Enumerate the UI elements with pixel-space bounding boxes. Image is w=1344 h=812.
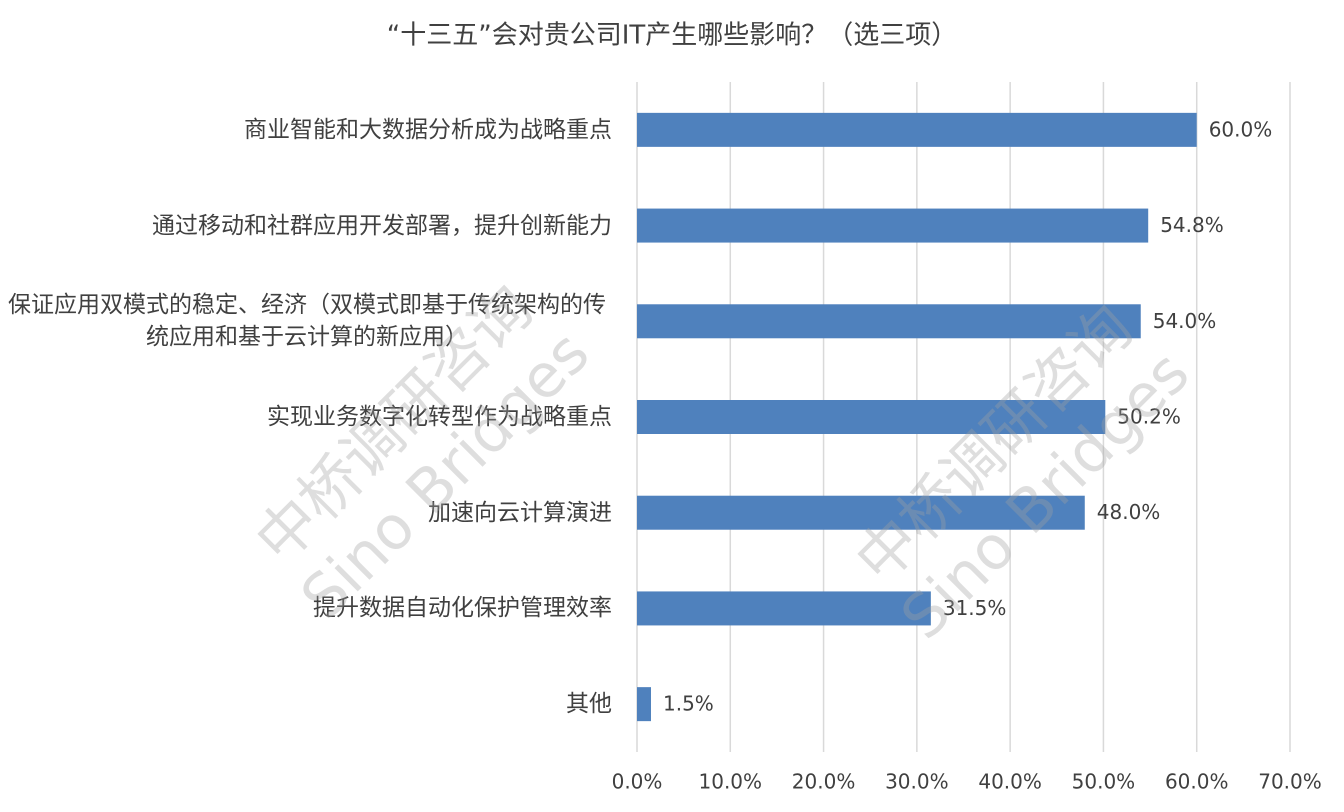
y-tick-label-box: 保证应用双模式的稳定、经济（双模式即基于传统架构的传统应用和基于云计算的新应用） [2, 289, 612, 353]
y-tick-label-box: 实现业务数字化转型作为战略重点 [2, 401, 612, 433]
value-label: 50.2% [1117, 405, 1181, 429]
value-label: 1.5% [663, 692, 714, 716]
bar [637, 208, 1149, 243]
chart-title: “十三五”会对贵公司IT产生哪些影响？（选三项） [387, 21, 958, 51]
bar [637, 304, 1141, 339]
bar [637, 687, 651, 722]
y-tick-label-box: 提升数据自动化保护管理效率 [2, 592, 612, 624]
x-tick-label: 40.0% [978, 770, 1042, 794]
y-tick-label-box: 加速向云计算演进 [2, 497, 612, 529]
bar [637, 591, 931, 626]
value-label: 54.0% [1153, 309, 1217, 333]
y-tick-label: 其他 [566, 691, 612, 718]
x-tick-label: 70.0% [1258, 770, 1322, 794]
bar [637, 112, 1197, 147]
x-tick-label: 60.0% [1165, 770, 1229, 794]
y-tick-label-box: 通过移动和社群应用开发部署，提升创新能力 [2, 210, 612, 242]
bar [637, 400, 1106, 434]
x-tick-label: 50.0% [1072, 770, 1136, 794]
x-tick-label: 10.0% [699, 770, 763, 794]
value-label: 60.0% [1209, 117, 1273, 141]
value-label: 48.0% [1097, 500, 1161, 524]
y-tick-label: 实现业务数字化转型作为战略重点 [267, 404, 612, 430]
y-tick-label: 加速向云计算演进 [428, 499, 612, 526]
y-tick-label: 商业智能和大数据分析成为战略重点 [244, 116, 612, 143]
y-tick-label-box: 其他 [2, 688, 612, 720]
y-tick-label-box: 商业智能和大数据分析成为战略重点 [2, 114, 612, 146]
x-tick-label: 0.0% [612, 770, 663, 794]
x-tick-label: 20.0% [792, 770, 856, 794]
y-tick-label: 保证应用双模式的稳定、经济（双模式即基于传统架构的传统应用和基于云计算的新应用） [8, 292, 606, 351]
y-tick-label: 提升数据自动化保护管理效率 [313, 595, 612, 622]
x-tick-label: 30.0% [885, 770, 949, 794]
bar [637, 495, 1085, 530]
value-label: 54.8% [1160, 213, 1224, 237]
value-label: 31.5% [943, 596, 1007, 620]
y-tick-label: 通过移动和社群应用开发部署，提升创新能力 [152, 212, 612, 239]
